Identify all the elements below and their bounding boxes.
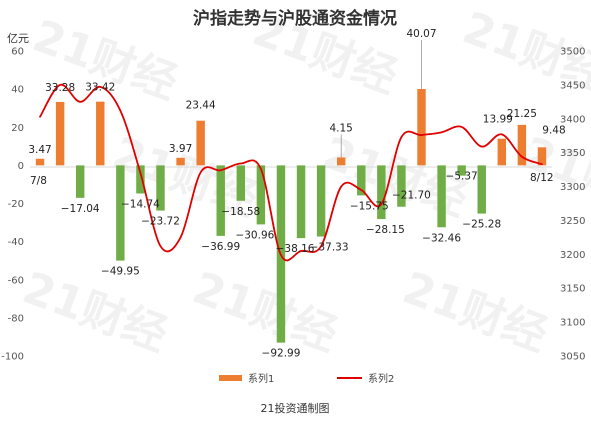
y-right-tick-9: 3050 — [560, 352, 585, 363]
bar-1 — [55, 101, 65, 166]
bar-20 — [437, 165, 446, 228]
y-right-tick-2: 3400 — [560, 114, 585, 125]
bar-13 — [296, 165, 306, 239]
data-label-21: −5.37 — [446, 171, 478, 183]
data-label-9: −36.99 — [201, 241, 240, 253]
y-left-tick-6: -60 — [8, 275, 24, 286]
data-label-8: 23.44 — [186, 100, 216, 112]
bar-21 — [457, 165, 466, 176]
y-right-tick-4: 3300 — [560, 182, 585, 193]
watermark-6: 21财经 — [16, 262, 174, 361]
bar-4 — [116, 165, 125, 261]
label-leader-lines — [340, 39, 422, 158]
y-right-tick-7: 3150 — [560, 284, 585, 295]
bar-7 — [176, 157, 185, 166]
bar-23 — [497, 138, 507, 166]
y-left-tick-8: -100 — [1, 352, 24, 363]
data-label-13: −38.16 — [276, 243, 315, 255]
bar-17 — [377, 165, 386, 220]
bar-25 — [537, 147, 547, 166]
data-label-19: 40.07 — [406, 28, 436, 40]
data-label-22: −25.28 — [462, 219, 501, 231]
y-right-tick-8: 3100 — [560, 318, 585, 329]
y-left-unit: 亿元 — [7, 32, 29, 45]
y-left-axis: 60 40 20 0 -20 -40 -60 -80 -100 — [1, 47, 24, 363]
legend-label-2: 系列2 — [368, 372, 394, 385]
bar-3 — [96, 101, 105, 166]
watermark-7: 21财经 — [186, 262, 344, 361]
data-label-18: −21.70 — [392, 190, 431, 202]
legend: 系列1 系列2 — [219, 372, 394, 385]
bar-24 — [517, 124, 527, 166]
data-label-4: −49.95 — [101, 266, 140, 278]
data-labels: 3.47 33.28 −17.04 33.42 −49.95 −14.74 −23.72 3.… — [28, 28, 565, 360]
legend-swatch-bar — [219, 375, 242, 381]
y-right-tick-5: 3250 — [560, 216, 585, 227]
x-end-label: 8/12 — [530, 172, 554, 184]
data-label-20: −32.46 — [422, 232, 461, 244]
y-right-tick-1: 3450 — [560, 80, 585, 91]
chart-title: 沪指走势与沪股通资金情况 — [193, 8, 397, 29]
bar-14 — [316, 165, 326, 237]
y-left-tick-2: 20 — [11, 123, 24, 134]
bar-18 — [397, 165, 406, 207]
bar-9 — [216, 165, 225, 236]
data-label-1: 33.28 — [45, 82, 75, 94]
watermark-0: 21财经 — [26, 10, 184, 109]
bar-22 — [477, 165, 486, 214]
bar-11 — [256, 165, 266, 225]
bar-19 — [417, 88, 426, 166]
data-label-11: −30.96 — [235, 229, 274, 241]
data-label-23: 13.99 — [483, 114, 513, 126]
watermark-8: 21财经 — [396, 262, 554, 361]
y-left-tick-0: 60 — [11, 47, 24, 58]
y-left-tick-5: -40 — [8, 237, 24, 248]
bar-16 — [357, 165, 366, 196]
bar-8 — [196, 120, 205, 166]
line-series — [39, 83, 543, 262]
y-right-tick-3: 3350 — [560, 148, 585, 159]
data-label-14: −37.33 — [310, 242, 349, 254]
data-label-5: −14.74 — [121, 198, 160, 210]
bar-0 — [35, 158, 45, 166]
bar-10 — [236, 165, 246, 201]
data-label-12: −92.99 — [262, 348, 301, 360]
x-start-label: 7/8 — [30, 175, 47, 187]
data-label-2: −17.04 — [61, 203, 100, 215]
data-label-17: −28.15 — [366, 224, 405, 236]
footer-credit: 21投资通制图 — [261, 401, 330, 415]
y-left-tick-7: -80 — [8, 313, 24, 324]
y-left-tick-4: -20 — [8, 199, 24, 210]
y-right-axis: 3500 3450 3400 3350 3300 3250 3200 3150 3100 3050 — [560, 47, 585, 363]
bar-5 — [136, 165, 145, 194]
bar-15 — [336, 157, 346, 166]
data-label-24: 21.25 — [507, 108, 537, 120]
data-label-3: 33.42 — [85, 82, 115, 94]
bar-6 — [156, 165, 165, 211]
bar-2 — [75, 165, 85, 198]
y-right-tick-0: 3500 — [560, 47, 585, 58]
data-label-16: −15.75 — [350, 200, 389, 212]
data-label-25: 9.48 — [542, 124, 565, 136]
y-left-tick-3: 0 — [18, 161, 24, 172]
y-right-tick-6: 3200 — [560, 250, 585, 261]
data-label-10: −18.58 — [221, 206, 260, 218]
watermark-5: 21财经 — [516, 127, 591, 226]
y-left-tick-1: 40 — [11, 85, 24, 96]
data-label-15: 4.15 — [329, 122, 352, 134]
data-label-7: 3.97 — [169, 143, 192, 155]
data-label-6: −23.72 — [141, 216, 180, 228]
legend-label-1: 系列1 — [248, 372, 274, 385]
data-label-0: 3.47 — [28, 144, 51, 156]
